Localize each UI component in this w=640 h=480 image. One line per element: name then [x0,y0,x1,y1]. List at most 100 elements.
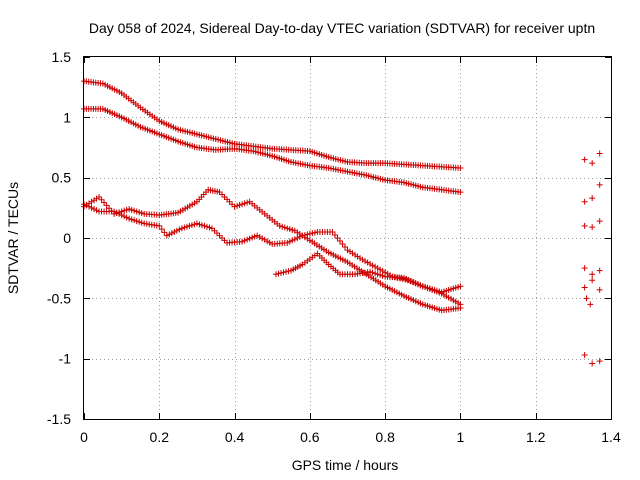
data-point [203,223,210,230]
data-point [93,207,100,214]
tick-labels: 0 0.2 0.4 0.6 0.8 1 1.2 1.4 -1.5 -1 -0.5 0 0.5 1 1.5 [47,49,621,445]
data-point [581,222,588,229]
data-point [123,214,130,221]
data-point [121,213,128,220]
data-point [581,352,588,359]
x-tick-label: 0.2 [150,429,170,445]
data-point [581,265,588,272]
data-point [123,206,130,213]
data-point [96,193,103,200]
data-point [589,195,596,202]
y-tick-label: -1.5 [47,411,71,427]
data-point [304,231,311,238]
data-point [239,201,246,208]
data-point [231,203,238,210]
data-point [291,236,298,243]
data-point [286,226,293,233]
data-point [286,238,293,245]
y-tick-label: 1 [63,109,71,125]
data-point [289,226,296,233]
data-point [176,226,183,233]
y-tick-label: -1 [59,351,72,367]
data-point [587,301,594,308]
data-point [589,271,596,278]
data-point [589,277,596,284]
data-point [589,160,596,167]
data-point [111,208,118,215]
data-point [280,269,287,276]
data-point [377,272,384,279]
data-point [191,221,198,228]
data-point [581,156,588,163]
x-tick-label: 1.2 [526,429,546,445]
data-point [372,270,379,277]
x-axis-title: GPS time / hours [292,457,399,473]
data-point [339,241,346,248]
x-tick-label: 0.6 [300,429,320,445]
data-point [193,220,200,227]
data-point [241,237,248,244]
data-point [281,224,288,231]
data-point [374,265,381,272]
data-point [138,210,145,217]
data-point [128,216,135,223]
data-point [309,230,316,237]
data-point [251,233,258,240]
data-point [259,235,266,242]
data-point [98,196,105,203]
data-point [276,222,283,229]
data-point [196,221,203,228]
data-point [369,262,376,269]
data-point [86,203,93,210]
data-point [362,258,369,265]
data-point [234,202,241,209]
data-point [91,206,98,213]
data-point [596,286,603,293]
data-point [131,207,138,214]
series-track-e [272,250,464,308]
data-point [283,268,290,275]
data-point [367,260,374,267]
data-point [596,181,603,188]
data-point [168,230,175,237]
data-point [183,223,190,230]
marks [81,78,603,367]
data-point [581,198,588,205]
data-point [101,199,108,206]
data-point [103,202,110,209]
data-point [364,259,371,266]
data-point [113,209,120,216]
y-tick-label: -0.5 [47,290,71,306]
data-point [173,227,180,234]
grid [84,57,611,419]
data-point [181,224,188,231]
data-point [374,271,381,278]
x-tick-label: 0.8 [375,429,395,445]
data-point [277,269,284,276]
data-point [367,268,374,275]
data-point [244,236,251,243]
plot-frame [83,56,612,420]
data-point [83,202,90,209]
data-point [359,256,366,263]
data-point [264,238,271,245]
data-point [244,199,251,206]
data-point [279,223,286,230]
data-point [186,222,193,229]
data-point [581,284,588,291]
data-point [239,238,246,245]
data-point [126,206,133,213]
data-point [206,224,213,231]
data-point [88,204,95,211]
data-point [128,206,135,213]
data-point [266,239,273,246]
data-point [377,266,384,273]
data-point [131,217,138,224]
data-point [254,232,261,239]
data-point [397,275,404,282]
x-tick-label: 1 [457,429,465,445]
data-point [188,222,195,229]
data-point [126,215,133,222]
data-point [296,233,303,240]
